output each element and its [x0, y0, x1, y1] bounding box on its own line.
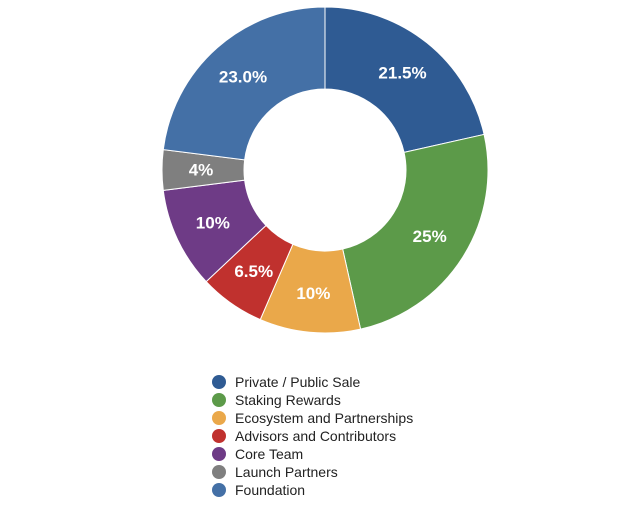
slices-group	[161, 6, 489, 334]
legend-swatch	[212, 393, 226, 407]
legend-swatch	[212, 375, 226, 389]
legend-label: Core Team	[235, 446, 304, 462]
legend-swatch	[212, 465, 226, 479]
slice-private-public-sale	[324, 6, 485, 153]
legend-item: Staking Rewards	[212, 391, 413, 409]
legend-label: Ecosystem and Partnerships	[235, 410, 414, 426]
slice-label: 21.5%	[378, 64, 426, 83]
legend-item: Foundation	[212, 481, 413, 499]
legend-item: Private / Public Sale	[212, 373, 413, 391]
slice-label: 10%	[296, 284, 330, 303]
legend-item: Launch Partners	[212, 463, 413, 481]
slice-label: 6.5%	[234, 262, 273, 281]
legend-label: Foundation	[235, 482, 306, 498]
legend-item: Core Team	[212, 445, 413, 463]
legend-swatch	[212, 447, 226, 461]
slice-foundation	[162, 6, 326, 161]
legend-item: Ecosystem and Partnerships	[212, 409, 413, 427]
legend-label: Advisors and Contributors	[235, 428, 397, 444]
slice-labels-group: 21.5% 25% 10% 6.5% 10% 4% 23.0%	[189, 64, 447, 303]
legend-swatch	[212, 411, 226, 425]
slice-label: 23.0%	[219, 67, 267, 86]
slice-label: 25%	[413, 227, 447, 246]
slice-label: 10%	[196, 213, 230, 232]
donut-chart: 21.5% 25% 10% 6.5% 10% 4% 23.0%	[161, 6, 489, 334]
legend-label: Private / Public Sale	[235, 374, 361, 390]
legend-item: Advisors and Contributors	[212, 427, 413, 445]
slice-staking-rewards	[342, 133, 489, 330]
slice-label: 4%	[189, 161, 214, 180]
legend: Private / Public Sale Staking Rewards Ecos…	[212, 373, 413, 499]
legend-swatch	[212, 483, 226, 497]
legend-label: Staking Rewards	[235, 392, 341, 408]
legend-swatch	[212, 429, 226, 443]
legend-label: Launch Partners	[235, 464, 338, 480]
